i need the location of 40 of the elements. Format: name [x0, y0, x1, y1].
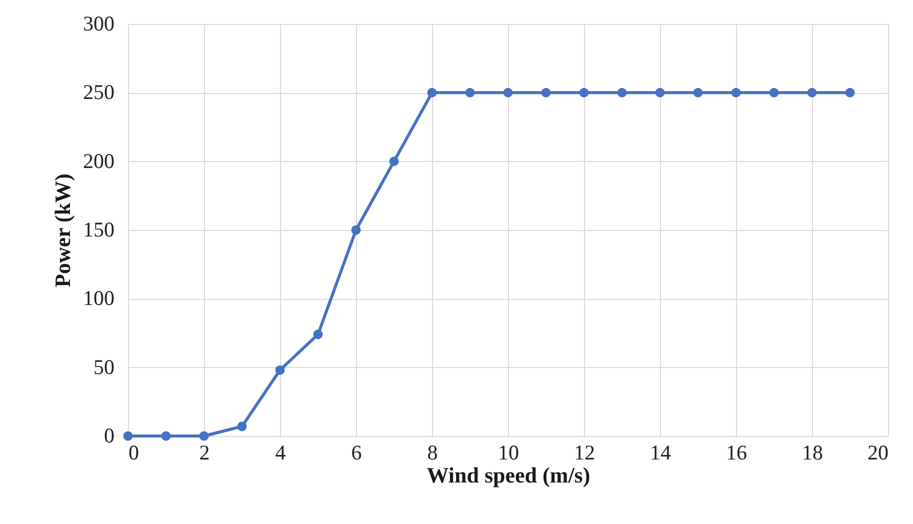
point: [275, 365, 285, 375]
y-tick-label: 50: [94, 354, 114, 379]
x-tick-label: 6: [351, 440, 362, 464]
point: [237, 422, 247, 432]
y-tick-label: 200: [83, 148, 114, 173]
point: [313, 330, 323, 340]
x-tick-label: 4: [275, 440, 286, 464]
point: [389, 156, 399, 166]
x-tick-label: 8: [427, 440, 438, 464]
point: [541, 88, 551, 98]
point: [351, 225, 361, 235]
x-tick-label: 2: [199, 440, 210, 464]
point: [617, 88, 627, 98]
x-tick-label: 12: [574, 440, 595, 464]
point: [579, 88, 589, 98]
point: [199, 431, 209, 441]
y-axis-title: Power (kW): [50, 174, 75, 288]
x-tick-label: 14: [650, 440, 672, 464]
x-tick-label: 18: [802, 440, 823, 464]
point: [503, 88, 513, 98]
y-tick-label: 0: [104, 424, 114, 448]
x-tick-label: 20: [868, 440, 888, 464]
y-tick-label: 250: [83, 80, 114, 104]
point: [769, 88, 779, 98]
point: [123, 431, 133, 441]
x-tick-label: 10: [498, 440, 519, 464]
x-axis-title: Wind speed (m/s): [426, 462, 590, 488]
x-tick-label: 0: [128, 440, 139, 464]
point: [465, 88, 475, 98]
point: [731, 88, 741, 98]
point: [655, 88, 665, 98]
y-tick-label: 150: [83, 218, 114, 242]
y-tick-label: 100: [83, 286, 114, 310]
x-tick-label: 16: [726, 440, 747, 464]
point: [161, 431, 171, 441]
point: [693, 88, 703, 98]
point: [427, 88, 437, 98]
y-tick-label: 300: [83, 12, 114, 36]
point: [807, 88, 817, 98]
point: [845, 88, 855, 98]
